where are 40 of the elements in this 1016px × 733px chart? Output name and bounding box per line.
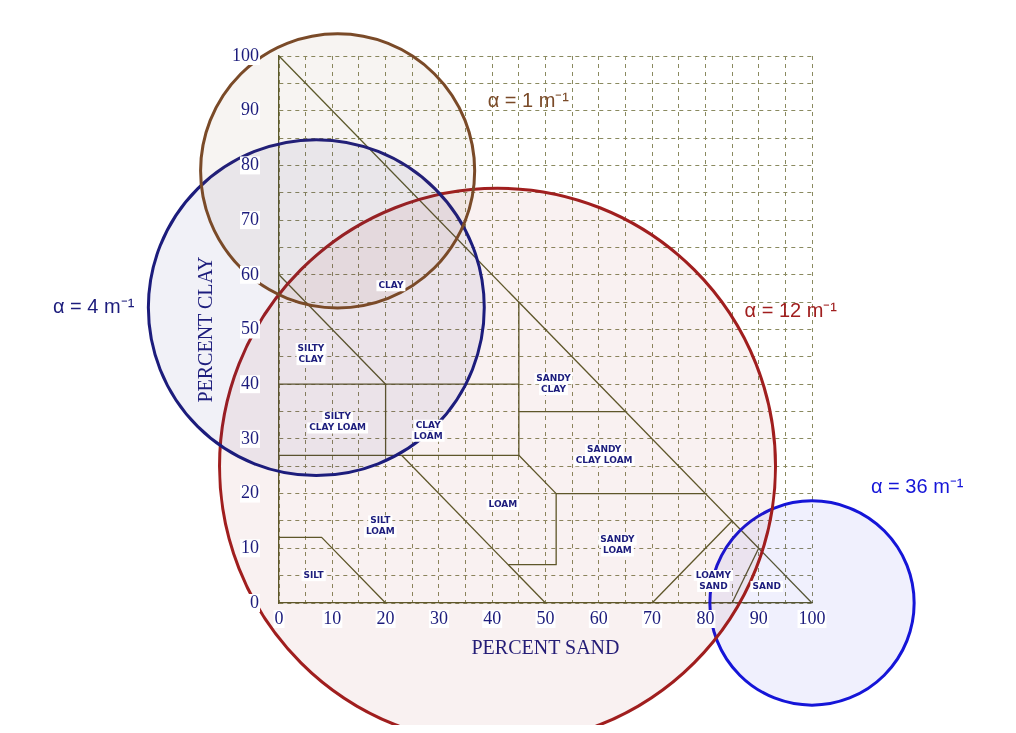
y-tick-label: 90 <box>241 99 259 120</box>
y-tick-label: 70 <box>241 208 259 229</box>
x-tick-label: 90 <box>749 607 768 628</box>
x-axis-title: PERCENT SAND <box>471 636 620 659</box>
series-label: α = 36 m⁻¹ <box>871 474 964 497</box>
y-tick-label: 60 <box>241 263 259 284</box>
annotation: SILT LOAM <box>365 515 395 537</box>
y-tick-label: 20 <box>241 482 259 503</box>
y-tick-label: 100 <box>232 44 259 65</box>
y-axis-title: PERCENT CLAY <box>194 256 217 403</box>
annotation: CLAY <box>378 280 404 291</box>
annotation: LOAM <box>488 498 518 509</box>
series-label: α = 4 m⁻¹ <box>52 295 135 318</box>
annotation: SANDY CLAY <box>536 373 572 395</box>
annotation: SILTY CLAY LOAM <box>309 411 367 433</box>
x-tick-label: 40 <box>483 607 502 628</box>
y-tick-label: 80 <box>241 154 259 175</box>
y-tick-label: 0 <box>250 591 259 612</box>
x-tick-label: 10 <box>323 607 342 628</box>
x-tick-label: 60 <box>589 607 608 628</box>
x-tick-label: 0 <box>274 607 284 628</box>
y-tick-label: 50 <box>241 318 259 339</box>
x-tick-label: 50 <box>536 607 555 628</box>
annotation: SANDY CLAY LOAM <box>575 444 633 466</box>
annotation: SAND <box>752 580 781 591</box>
annotation: CLAY LOAM <box>413 419 443 441</box>
series-label: α = 12 m⁻¹ <box>744 298 838 321</box>
annotation: SILT <box>303 569 325 580</box>
annotation: SILTY CLAY <box>297 342 325 364</box>
y-tick-label: 30 <box>241 427 259 448</box>
series-label: α = 1 m⁻¹ <box>487 89 570 112</box>
annotation: SANDY LOAM <box>600 534 636 556</box>
x-tick-label: 80 <box>696 607 715 628</box>
x-tick-label: 20 <box>376 607 395 628</box>
annotation: LOAMY SAND <box>695 569 732 591</box>
y-tick-label: 10 <box>241 537 259 558</box>
x-tick-label: 100 <box>798 607 826 628</box>
y-tick-label: 40 <box>241 372 259 393</box>
x-tick-label: 70 <box>643 607 662 628</box>
x-tick-label: 30 <box>429 607 448 628</box>
